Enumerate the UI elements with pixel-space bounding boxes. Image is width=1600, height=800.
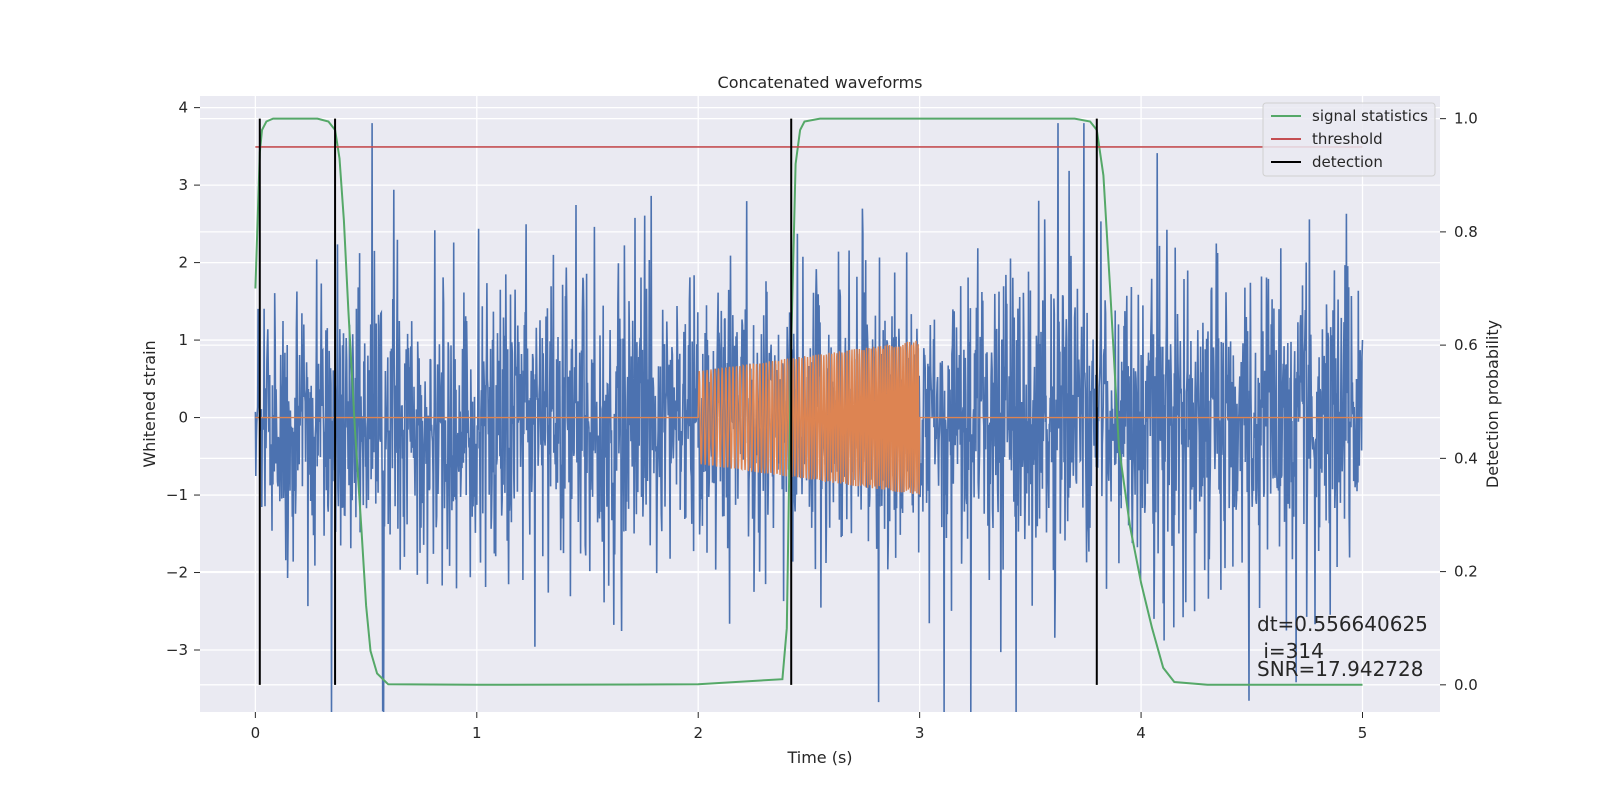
- series-layer: [254, 117, 1364, 713]
- x-tick-label: 3: [915, 724, 925, 742]
- left-tick-label: 1: [178, 331, 188, 349]
- legend-label-threshold: threshold: [1312, 130, 1383, 148]
- annotation-snr: SNR=17.942728: [1257, 657, 1423, 681]
- right-tick-label: 0.6: [1454, 336, 1478, 354]
- left-tick-label: 0: [178, 409, 188, 427]
- right-tick-label: 0.8: [1454, 223, 1478, 241]
- x-tick-label: 2: [693, 724, 703, 742]
- annotation-index: i=314: [1257, 639, 1324, 663]
- y2-axis-label: Detection probability: [1483, 320, 1502, 488]
- left-tick-label: −3: [166, 641, 188, 659]
- legend-box: [1262, 102, 1436, 177]
- x-axis-label: Time (s): [786, 748, 852, 767]
- series-signal-statistics: [254, 117, 1363, 686]
- series-noise-strain: [254, 123, 1364, 713]
- annotation-dt: dt=0.556640625: [1257, 612, 1428, 636]
- right-axis-ticks: 0.0 0.2 0.4 0.6 0.8 1.0: [1440, 110, 1478, 694]
- legend: signal statistics threshold detection: [1262, 102, 1436, 177]
- right-tick-label: 0.0: [1454, 676, 1478, 694]
- right-tick-label: 0.4: [1454, 449, 1478, 467]
- left-tick-label: 4: [178, 99, 188, 117]
- x-tick-label: 0: [251, 724, 261, 742]
- series-injected-waveform: [255, 340, 1363, 495]
- x-tick-label: 5: [1358, 724, 1368, 742]
- chart-title: Concatenated waveforms: [718, 73, 923, 92]
- left-tick-label: −2: [166, 564, 188, 582]
- legend-label-detection: detection: [1312, 153, 1383, 171]
- right-tick-label: 1.0: [1454, 110, 1478, 128]
- x-axis-ticks: 0 1 2 3 4 5: [251, 712, 1368, 742]
- left-tick-label: −1: [166, 486, 188, 504]
- left-tick-label: 3: [178, 176, 188, 194]
- x-tick-label: 4: [1136, 724, 1146, 742]
- left-axis-ticks: −3 −2 −1 0 1 2 3 4: [166, 99, 200, 659]
- x-tick-label: 1: [472, 724, 482, 742]
- right-tick-label: 0.2: [1454, 563, 1478, 581]
- left-tick-label: 2: [178, 254, 188, 272]
- legend-label-signal-statistics: signal statistics: [1312, 107, 1428, 125]
- y-axis-label: Whitened strain: [140, 340, 159, 467]
